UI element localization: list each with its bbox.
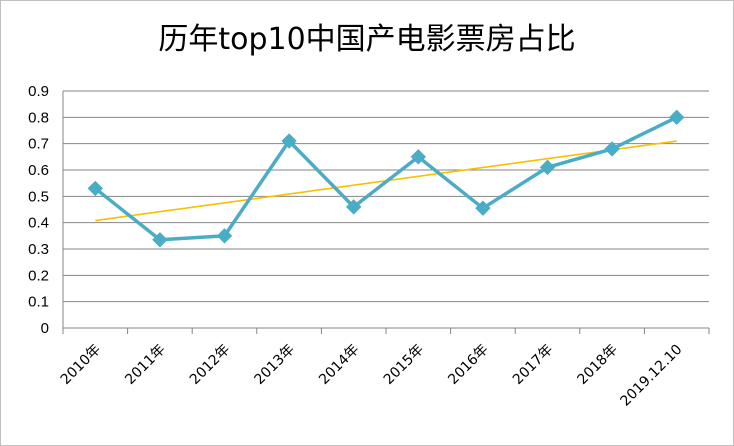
gridlines xyxy=(62,90,710,334)
x-tick-label: 2011年 xyxy=(122,342,168,388)
y-tick-label: 0.2 xyxy=(28,267,49,284)
x-tick-label: 2010年 xyxy=(58,342,104,388)
y-tick-label: 0.9 xyxy=(28,83,49,100)
data-point xyxy=(475,200,491,216)
data-point xyxy=(87,180,104,197)
x-tick-label: 2012年 xyxy=(187,342,233,388)
data-point xyxy=(281,133,297,149)
y-tick-label: 0.7 xyxy=(28,136,49,153)
series-line xyxy=(94,115,678,242)
y-tick-label: 0.1 xyxy=(28,294,49,311)
y-tick-label: 0 xyxy=(41,320,49,337)
x-tick-label: 2016年 xyxy=(445,342,491,388)
y-axis-ticks: 0 0.1 0.2 0.3 0.4 0.5 0.6 0.7 0.8 0.9 xyxy=(28,83,49,337)
x-tick-label: 2015年 xyxy=(381,342,427,388)
data-point xyxy=(216,228,233,244)
data-point xyxy=(345,199,362,215)
x-tick-label: 2019.12.10 xyxy=(618,342,686,410)
x-tick-label: 2017年 xyxy=(510,342,556,388)
data-point xyxy=(539,159,556,176)
y-tick-label: 0.4 xyxy=(28,215,49,232)
y-tick-label: 0.5 xyxy=(28,188,49,205)
y-tick-label: 0.6 xyxy=(28,162,49,179)
y-tick-label: 0.8 xyxy=(28,109,49,126)
chart-title: 历年top10中国产电影票房占比 xyxy=(158,22,576,57)
data-point xyxy=(604,141,620,157)
series-layer xyxy=(87,109,685,248)
x-axis-ticks: 2010年 2011年 2012年 2013年 2014年 2015年 2016年 2017年… xyxy=(58,342,686,410)
x-tick-label: 2018年 xyxy=(575,342,621,388)
x-tick-label: 2014年 xyxy=(316,342,362,388)
data-point xyxy=(410,149,427,165)
x-tick-label: 2013年 xyxy=(252,342,298,388)
data-point xyxy=(668,109,685,126)
data-point xyxy=(152,232,168,248)
y-tick-label: 0.3 xyxy=(28,241,49,258)
